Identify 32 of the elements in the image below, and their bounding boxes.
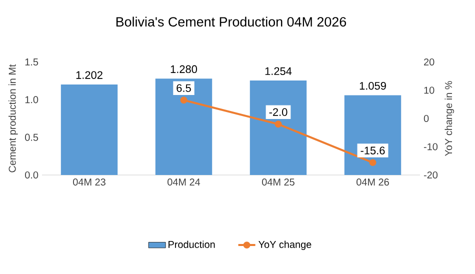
y2-tick-label: 10 [424, 86, 434, 94]
bar [344, 95, 402, 175]
data-label: 1.202 [76, 71, 102, 79]
point [369, 159, 376, 166]
point [180, 96, 188, 104]
x-tick-label: 04M 24 [168, 178, 200, 186]
x-tick-label: 04M 23 [73, 178, 106, 186]
bar [155, 78, 212, 175]
y2-tick-label: 0 [424, 114, 429, 122]
point [274, 120, 282, 128]
x-tick-label: 04M 25 [262, 178, 294, 186]
data-label: 1.280 [170, 65, 198, 74]
data-label: 1.059 [360, 82, 386, 90]
y-tick-label: 1.5 [25, 58, 38, 66]
y-axis-title: Cement production in Mt [8, 64, 18, 172]
y2-tick-label: 20 [424, 58, 434, 66]
x-tick-label: 04M 26 [356, 178, 389, 186]
y2-axis-title: YoY change in % [444, 81, 454, 156]
chart-title: Bolivia's Cement Production 04M 2026 [116, 16, 346, 27]
data-label: 1.254 [265, 67, 292, 76]
data-label: -15.6 [360, 146, 385, 154]
bar [250, 80, 307, 175]
y-tick-label: 0.0 [25, 171, 38, 179]
y2-tick-label: -20 [424, 171, 438, 179]
data-label: 6.5 [176, 84, 191, 92]
legend-label: YoY change [258, 240, 312, 250]
y-tick-label: 1.0 [25, 96, 38, 104]
data-label: -2.0 [269, 108, 288, 116]
bar [60, 84, 118, 175]
y-tick-label: 0.5 [25, 134, 38, 141]
legend-label: Production [168, 240, 215, 248]
y2-tick-label: -10 [424, 143, 438, 150]
